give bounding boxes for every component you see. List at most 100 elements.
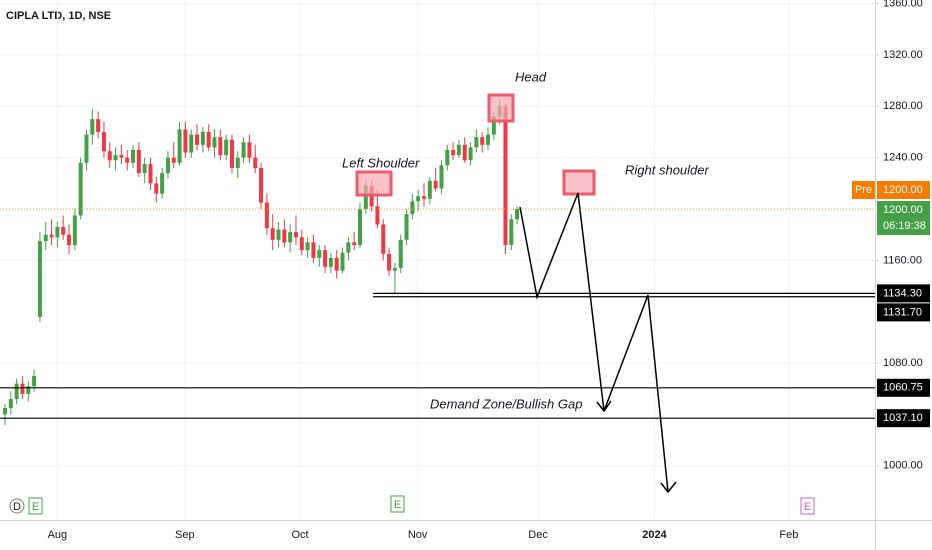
event-label: E bbox=[804, 501, 811, 513]
y-tick-label: 1360.00 bbox=[883, 0, 923, 10]
pre-tag: Pre bbox=[855, 184, 872, 196]
candle-body bbox=[218, 137, 223, 156]
candle-body bbox=[37, 241, 42, 317]
candle-body bbox=[72, 215, 77, 245]
level-label: 1060.75 bbox=[883, 382, 923, 394]
y-tick-label: 1160.00 bbox=[883, 254, 922, 266]
x-tick-label: Nov bbox=[408, 529, 428, 541]
candle-body bbox=[3, 408, 8, 415]
candle-body bbox=[160, 173, 165, 194]
right-shoulder-box bbox=[562, 169, 596, 196]
pre-tag-bg bbox=[852, 181, 875, 200]
x-tick-label: Oct bbox=[291, 529, 308, 541]
event-label: E bbox=[32, 501, 39, 513]
projection-path bbox=[519, 192, 669, 493]
level-label-bg bbox=[877, 303, 930, 322]
candle-body bbox=[323, 250, 328, 267]
candle-body bbox=[113, 155, 118, 161]
candle-body bbox=[392, 268, 397, 271]
candle-body bbox=[352, 242, 357, 245]
countdown: 06:19:38 bbox=[883, 220, 926, 232]
candle-body bbox=[404, 214, 409, 240]
candle-body bbox=[200, 131, 205, 145]
candle-body bbox=[480, 137, 485, 145]
event-icon bbox=[800, 497, 815, 515]
x-tick-label: Sep bbox=[175, 529, 195, 541]
candle-body bbox=[224, 139, 229, 156]
candle-body bbox=[282, 229, 287, 243]
candle-body bbox=[293, 232, 298, 238]
candle-body bbox=[253, 157, 258, 168]
x-tick-label: Aug bbox=[48, 529, 68, 541]
candle-body bbox=[474, 137, 479, 148]
candle-body bbox=[78, 162, 83, 216]
x-tick-label: 2024 bbox=[642, 529, 667, 541]
x-tick-label: Dec bbox=[528, 529, 548, 541]
level-label-bg bbox=[877, 284, 930, 303]
candle-body bbox=[451, 149, 456, 156]
event-icon bbox=[9, 498, 25, 514]
candles bbox=[0, 0, 875, 520]
candle-body bbox=[165, 157, 170, 174]
candle-body bbox=[195, 134, 200, 145]
candle-body bbox=[299, 237, 304, 251]
candle-body bbox=[43, 234, 48, 242]
candle-body bbox=[468, 147, 473, 161]
candle-body bbox=[241, 142, 246, 158]
candle-body bbox=[206, 131, 211, 148]
candle-body bbox=[387, 253, 392, 271]
pattern-boxes bbox=[355, 93, 596, 197]
candle-body bbox=[491, 116, 496, 135]
candle-body bbox=[486, 134, 491, 145]
y-tick-label: 1280.00 bbox=[883, 100, 923, 112]
candle-body bbox=[445, 149, 450, 166]
head-box bbox=[487, 93, 515, 123]
candle-body bbox=[509, 219, 514, 245]
candle-body bbox=[363, 185, 368, 210]
candle-body bbox=[334, 257, 339, 271]
candle-body bbox=[259, 167, 264, 203]
pre-price-label: 1200.00 bbox=[883, 184, 923, 196]
candle-body bbox=[148, 164, 153, 184]
candle-body bbox=[357, 209, 362, 245]
candle-body bbox=[119, 155, 124, 158]
candle-body bbox=[55, 227, 60, 238]
candle-body bbox=[212, 137, 217, 148]
candle-body bbox=[398, 239, 403, 269]
y-tick-label: 1000.00 bbox=[883, 460, 923, 472]
candle-body bbox=[305, 242, 310, 251]
candle-body bbox=[421, 196, 426, 199]
candle-body bbox=[96, 119, 101, 132]
candle-body bbox=[177, 129, 182, 163]
candle-body bbox=[462, 144, 467, 161]
y-tick-label: 1240.00 bbox=[883, 152, 923, 164]
arrow-head bbox=[596, 400, 612, 413]
candle-body bbox=[154, 183, 159, 194]
candle-body bbox=[317, 250, 322, 258]
candle-body bbox=[229, 139, 234, 168]
x-tick-label: Feb bbox=[779, 529, 798, 541]
annotation: Demand Zone/Bullish Gap bbox=[430, 396, 582, 411]
events: D E E E bbox=[9, 495, 815, 515]
level-label: 1037.10 bbox=[883, 412, 923, 424]
candle-body bbox=[171, 157, 176, 163]
candle-body bbox=[439, 165, 444, 189]
candle-body bbox=[14, 383, 19, 400]
candle-body bbox=[235, 157, 240, 168]
arrow-head bbox=[660, 481, 677, 494]
y-tick-label: 1320.00 bbox=[883, 49, 923, 61]
candle-body bbox=[32, 375, 37, 387]
level-label: 1134.30 bbox=[883, 287, 922, 299]
annotation: Left Shoulder bbox=[342, 155, 420, 170]
annotation: Head bbox=[515, 69, 547, 84]
candle-body bbox=[416, 196, 421, 202]
level-label: 1131.70 bbox=[883, 306, 922, 318]
candle-body bbox=[515, 209, 520, 220]
candle-body bbox=[136, 149, 141, 174]
candle-body bbox=[264, 202, 269, 229]
candle-body bbox=[183, 129, 188, 153]
candle-body bbox=[456, 144, 461, 156]
y-tick-label: 1080.00 bbox=[883, 357, 923, 369]
candle-body bbox=[427, 180, 432, 199]
